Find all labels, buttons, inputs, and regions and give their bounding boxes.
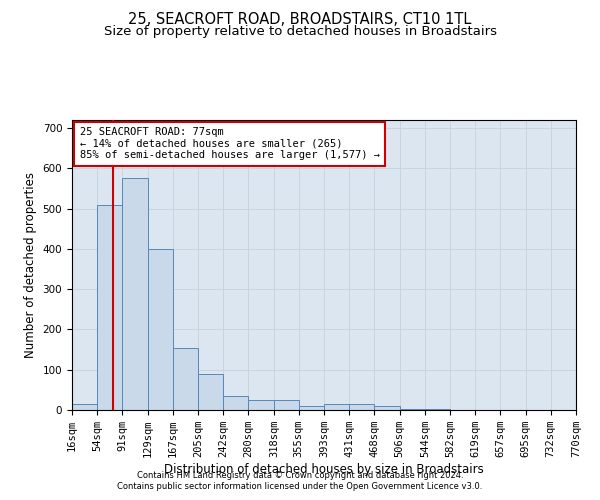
Bar — [374, 406, 400, 410]
Bar — [97, 204, 122, 410]
Bar — [324, 404, 349, 410]
Bar — [425, 409, 451, 410]
Bar — [274, 400, 299, 410]
Text: Size of property relative to detached houses in Broadstairs: Size of property relative to detached ho… — [104, 25, 497, 38]
Bar — [248, 400, 274, 410]
Text: Contains public sector information licensed under the Open Government Licence v3: Contains public sector information licen… — [118, 482, 482, 491]
Bar — [199, 374, 223, 410]
Bar — [148, 249, 173, 410]
Bar — [223, 396, 248, 410]
Bar — [400, 409, 425, 410]
X-axis label: Distribution of detached houses by size in Broadstairs: Distribution of detached houses by size … — [164, 463, 484, 476]
Bar — [173, 348, 199, 410]
Bar — [299, 406, 324, 410]
Y-axis label: Number of detached properties: Number of detached properties — [24, 172, 37, 358]
Bar — [72, 404, 97, 410]
Text: 25 SEACROFT ROAD: 77sqm
← 14% of detached houses are smaller (265)
85% of semi-d: 25 SEACROFT ROAD: 77sqm ← 14% of detache… — [80, 127, 380, 160]
Text: Contains HM Land Registry data © Crown copyright and database right 2024.: Contains HM Land Registry data © Crown c… — [137, 471, 463, 480]
Bar — [349, 404, 374, 410]
Bar — [122, 178, 148, 410]
Text: 25, SEACROFT ROAD, BROADSTAIRS, CT10 1TL: 25, SEACROFT ROAD, BROADSTAIRS, CT10 1TL — [128, 12, 472, 28]
